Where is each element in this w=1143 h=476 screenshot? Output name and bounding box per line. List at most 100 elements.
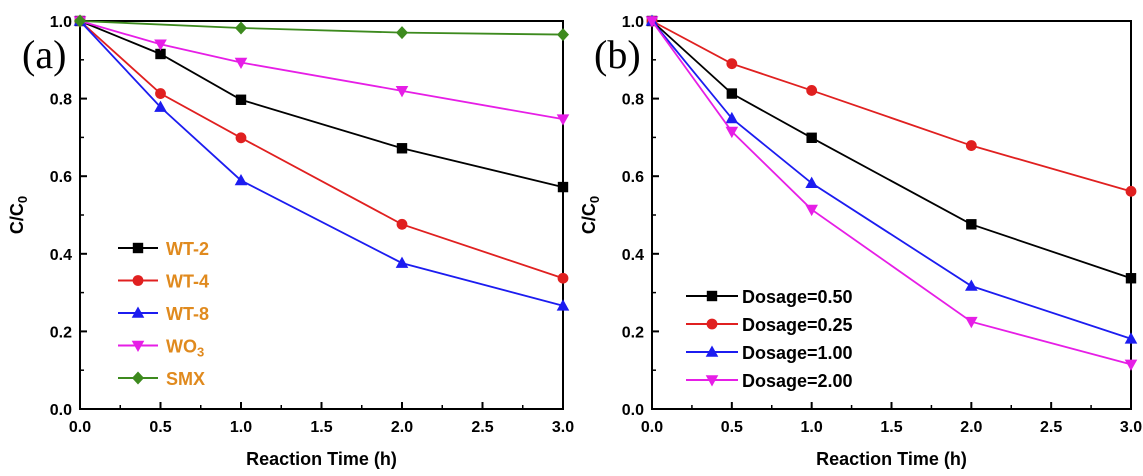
data-point	[725, 126, 739, 139]
x-tick-label: 1.0	[230, 419, 252, 436]
data-point	[396, 26, 408, 40]
legend-label: Dosage=1.00	[742, 343, 853, 363]
x-axis-title: Reaction Time (h)	[816, 449, 967, 469]
legend-marker	[131, 306, 145, 318]
panel-label: (a)	[22, 32, 66, 77]
data-point	[556, 299, 570, 311]
x-tick-label: 2.0	[960, 419, 982, 436]
legend-marker	[705, 375, 719, 387]
data-point	[645, 16, 659, 28]
panel-b: 0.0 0.5 1.0 1.5 2.0 2.5 3.0 0.0 0.2 0.4 0.6 0.8 1.0 R…	[579, 14, 1142, 469]
y-tick-label: 0.6	[50, 169, 72, 186]
legend-label: WT-4	[166, 272, 209, 292]
plot-frame	[651, 20, 1132, 410]
series-4	[73, 16, 570, 126]
panel-label: (b)	[594, 32, 641, 77]
data-point	[396, 218, 408, 230]
data-point	[235, 94, 247, 105]
y-axis-title: C/C0	[7, 196, 30, 234]
y-axis-title-subscript: 0	[587, 196, 602, 203]
data-point	[395, 86, 409, 98]
legend-entry: WT-4	[118, 272, 209, 292]
data-point	[965, 140, 977, 151]
data-point	[396, 143, 408, 154]
legend-label-text: SMX	[166, 369, 205, 389]
x-tick-label: 0.0	[69, 419, 91, 436]
data-point	[395, 256, 409, 268]
legend-label: WO3	[166, 337, 204, 360]
panel-a: 0.0 0.5 1.0 1.5 2.0 2.5 3.0 0.0 0.2 0.4 0.6 0.8 1.0 R…	[7, 14, 574, 469]
legend-label-text: WT-2	[166, 239, 209, 259]
x-tick-label: 2.5	[471, 419, 493, 436]
x-tick-label: 1.5	[310, 419, 332, 436]
legend-label-text: WO	[166, 337, 197, 357]
series-1	[646, 15, 1137, 284]
legend-label: Dosage=0.50	[742, 287, 853, 307]
x-tick-label: 0.5	[149, 419, 171, 436]
legend: Dosage=0.50 Dosage=0.25 Dosage=1.00 Dosage=…	[686, 287, 853, 391]
data-point	[155, 88, 166, 99]
data-point	[235, 132, 247, 144]
y-tick-label: 0.4	[622, 247, 644, 264]
legend-label: Dosage=2.00	[742, 371, 853, 391]
legend-label-text: Dosage=0.25	[742, 315, 853, 335]
series-3	[645, 14, 1138, 344]
x-tick-label: 1.0	[801, 419, 823, 436]
data-point	[966, 219, 977, 230]
legend-marker	[132, 275, 144, 286]
legend-entry: Dosage=0.50	[686, 287, 853, 307]
data-point	[726, 88, 738, 99]
data-point	[805, 204, 818, 217]
legend-label-text: WT-8	[166, 304, 209, 324]
series-line	[651, 20, 1132, 366]
data-point	[556, 114, 570, 126]
legend-label-subscript: 3	[197, 345, 204, 360]
data-point	[557, 28, 569, 42]
data-point	[154, 39, 167, 51]
x-tick-label: 3.0	[1120, 419, 1142, 436]
legend-entry: WT-8	[118, 304, 209, 324]
data-point	[805, 176, 818, 188]
legend-label: Dosage=0.25	[742, 315, 853, 335]
legend-entry: SMX	[118, 369, 205, 389]
series-line	[79, 20, 564, 280]
x-tick-label: 2.0	[391, 419, 413, 436]
series-line	[79, 20, 564, 36]
y-axis-title-main: C/C	[7, 203, 27, 234]
data-point	[1124, 332, 1138, 344]
data-point	[725, 111, 739, 124]
y-tick-label: 0.2	[622, 324, 644, 341]
series-line	[79, 20, 564, 307]
x-tick-label: 3.0	[552, 419, 574, 436]
data-point	[234, 173, 248, 186]
legend-label-text: Dosage=2.00	[742, 371, 853, 391]
y-tick-label: 0.2	[50, 324, 72, 341]
x-tick-label: 1.5	[880, 419, 902, 436]
data-point	[1125, 185, 1137, 197]
legend-marker	[132, 371, 144, 385]
series-line	[651, 20, 1132, 193]
x-tick-label: 0.0	[641, 419, 663, 436]
data-point	[234, 57, 248, 70]
legend-label: SMX	[166, 369, 205, 389]
y-tick-label: 1.0	[50, 14, 72, 31]
legend-label-text: Dosage=0.50	[742, 287, 853, 307]
y-tick-label: 0.0	[50, 402, 72, 419]
y-tick-label: 0.0	[622, 402, 644, 419]
x-tick-label: 0.5	[721, 419, 743, 436]
data-point	[965, 316, 978, 329]
legend-marker	[132, 242, 144, 254]
series-4	[645, 16, 1138, 371]
data-point	[1124, 359, 1138, 371]
series-line	[79, 20, 564, 121]
legend-marker	[705, 345, 719, 357]
legend-entry: Dosage=1.00	[686, 343, 853, 363]
legend-marker	[706, 318, 718, 330]
data-point	[965, 279, 978, 291]
legend-entry: WO3	[118, 337, 204, 360]
data-point	[726, 58, 738, 70]
y-axis-title-subscript: 0	[15, 196, 30, 203]
x-axis-title: Reaction Time (h)	[246, 449, 397, 469]
series-line	[79, 20, 564, 188]
plot-frame	[79, 20, 564, 410]
